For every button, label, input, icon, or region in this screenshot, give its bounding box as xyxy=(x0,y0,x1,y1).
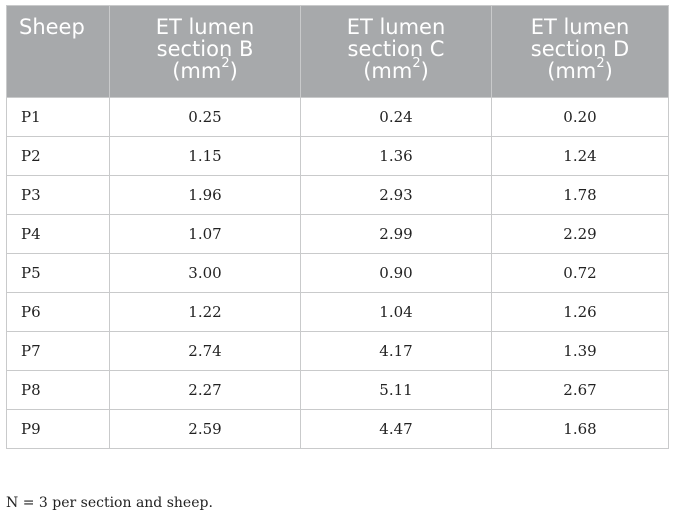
table-row: P4 1.07 2.99 2.29 xyxy=(6,214,669,254)
header-section-b-line2: section B xyxy=(156,37,254,61)
cell-section-d: 2.67 xyxy=(491,370,669,410)
header-section-c: ET lumen section C (mm2) xyxy=(300,5,492,98)
cell-section-b: 1.07 xyxy=(109,214,301,254)
cell-sheep: P5 xyxy=(6,253,110,293)
header-section-b-unit: (mm2) xyxy=(172,56,238,83)
table-row: P5 3.00 0.90 0.72 xyxy=(6,253,669,293)
cell-sheep: P4 xyxy=(6,214,110,254)
header-sheep: Sheep xyxy=(6,5,110,98)
cell-section-b: 0.25 xyxy=(109,97,301,137)
table-footnote: N = 3 per section and sheep. xyxy=(6,495,213,511)
header-section-d-line2: section D xyxy=(530,37,630,61)
cell-section-d: 1.39 xyxy=(491,331,669,371)
header-sheep-label: Sheep xyxy=(19,15,85,39)
cell-sheep: P2 xyxy=(6,136,110,176)
header-section-d-line1: ET lumen xyxy=(530,15,630,39)
cell-sheep: P6 xyxy=(6,292,110,332)
cell-section-d: 0.20 xyxy=(491,97,669,137)
cell-section-c: 0.90 xyxy=(300,253,492,293)
cell-section-c: 2.99 xyxy=(300,214,492,254)
cell-section-c: 2.93 xyxy=(300,175,492,215)
cell-section-b: 2.59 xyxy=(109,409,301,449)
header-section-b-line1: ET lumen xyxy=(155,15,255,39)
cell-section-d: 2.29 xyxy=(491,214,669,254)
table-row: P9 2.59 4.47 1.68 xyxy=(6,409,669,449)
cell-section-d: 1.78 xyxy=(491,175,669,215)
table-row: P8 2.27 5.11 2.67 xyxy=(6,370,669,410)
cell-section-d: 1.68 xyxy=(491,409,669,449)
table-header-row: Sheep ET lumen section B (mm2) ET lumen … xyxy=(6,5,669,98)
cell-section-d: 1.26 xyxy=(491,292,669,332)
cell-section-b: 3.00 xyxy=(109,253,301,293)
cell-sheep: P1 xyxy=(6,97,110,137)
table-row: P1 0.25 0.24 0.20 xyxy=(6,97,669,137)
et-lumen-table: Sheep ET lumen section B (mm2) ET lumen … xyxy=(6,5,669,449)
header-section-c-line1: ET lumen xyxy=(346,15,446,39)
cell-section-b: 2.74 xyxy=(109,331,301,371)
table-row: P3 1.96 2.93 1.78 xyxy=(6,175,669,215)
cell-section-c: 1.36 xyxy=(300,136,492,176)
header-section-d-unit: (mm2) xyxy=(547,56,613,83)
cell-sheep: P9 xyxy=(6,409,110,449)
header-section-c-line2: section C xyxy=(347,37,445,61)
cell-section-c: 1.04 xyxy=(300,292,492,332)
header-section-d: ET lumen section D (mm2) xyxy=(491,5,669,98)
data-table-container: Sheep ET lumen section B (mm2) ET lumen … xyxy=(6,5,669,449)
cell-sheep: P7 xyxy=(6,331,110,371)
cell-section-c: 4.17 xyxy=(300,331,492,371)
cell-section-b: 1.15 xyxy=(109,136,301,176)
cell-section-b: 1.96 xyxy=(109,175,301,215)
cell-section-b: 1.22 xyxy=(109,292,301,332)
cell-section-d: 0.72 xyxy=(491,253,669,293)
cell-sheep: P8 xyxy=(6,370,110,410)
table-row: P6 1.22 1.04 1.26 xyxy=(6,292,669,332)
cell-section-c: 0.24 xyxy=(300,97,492,137)
cell-section-c: 4.47 xyxy=(300,409,492,449)
cell-section-d: 1.24 xyxy=(491,136,669,176)
cell-section-b: 2.27 xyxy=(109,370,301,410)
table-row: P2 1.15 1.36 1.24 xyxy=(6,136,669,176)
cell-sheep: P3 xyxy=(6,175,110,215)
table-row: P7 2.74 4.17 1.39 xyxy=(6,331,669,371)
cell-section-c: 5.11 xyxy=(300,370,492,410)
header-section-c-unit: (mm2) xyxy=(363,56,429,83)
header-section-b: ET lumen section B (mm2) xyxy=(109,5,301,98)
